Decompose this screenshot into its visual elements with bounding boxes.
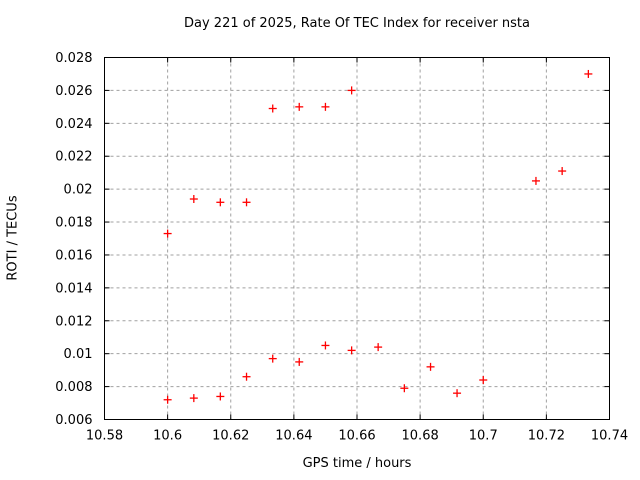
data-point	[347, 86, 356, 95]
svg-text:10.66: 10.66	[338, 429, 375, 444]
data-point	[216, 198, 225, 207]
svg-text:10.62: 10.62	[212, 429, 249, 444]
data-point	[295, 357, 304, 366]
svg-text:10.68: 10.68	[402, 429, 439, 444]
svg-text:0.012: 0.012	[55, 314, 92, 329]
svg-text:0.02: 0.02	[64, 183, 93, 198]
data-point	[374, 343, 383, 352]
svg-text:10.58: 10.58	[86, 429, 123, 444]
y-tick-labels: 0.006 0.008 0.01 0.012 0.014 0.016 0.018 0.02 0.…	[55, 51, 92, 428]
data-point	[426, 362, 435, 371]
data-point-markers	[163, 69, 593, 404]
svg-text:10.74: 10.74	[591, 429, 628, 444]
svg-text:0.006: 0.006	[55, 413, 92, 428]
data-point	[216, 392, 225, 401]
data-point	[531, 176, 540, 185]
data-point	[189, 394, 198, 403]
data-point	[163, 229, 172, 238]
data-point	[242, 372, 251, 381]
svg-text:0.028: 0.028	[55, 51, 92, 66]
svg-text:0.014: 0.014	[55, 281, 92, 296]
svg-text:0.026: 0.026	[55, 84, 92, 99]
svg-text:10.64: 10.64	[275, 429, 312, 444]
plot-border	[104, 57, 610, 420]
data-point	[268, 104, 277, 113]
data-point	[400, 384, 409, 393]
data-point	[584, 69, 593, 78]
svg-text:0.016: 0.016	[55, 248, 92, 263]
svg-text:10.7: 10.7	[469, 429, 498, 444]
data-point	[295, 102, 304, 111]
svg-text:0.024: 0.024	[55, 117, 92, 132]
svg-text:10.6: 10.6	[153, 429, 182, 444]
chart-title: Day 221 of 2025, Rate Of TEC Index for r…	[184, 16, 530, 31]
svg-text:0.01: 0.01	[64, 347, 93, 362]
data-point	[321, 341, 330, 350]
svg-text:0.008: 0.008	[55, 380, 92, 395]
svg-text:0.018: 0.018	[55, 216, 92, 231]
data-point	[558, 167, 567, 176]
data-point	[321, 102, 330, 111]
gridlines	[104, 57, 610, 420]
x-axis-label: GPS time / hours	[302, 456, 412, 471]
data-point	[189, 195, 198, 204]
svg-text:10.72: 10.72	[528, 429, 565, 444]
data-point	[479, 376, 488, 385]
data-point	[453, 389, 462, 398]
data-point	[242, 198, 251, 207]
x-tick-labels: 10.58 10.6 10.62 10.64 10.66 10.68 10.7 10.72 10…	[86, 429, 628, 444]
data-point	[268, 354, 277, 363]
data-point	[163, 395, 172, 404]
svg-text:0.022: 0.022	[55, 150, 92, 165]
data-point	[347, 346, 356, 355]
